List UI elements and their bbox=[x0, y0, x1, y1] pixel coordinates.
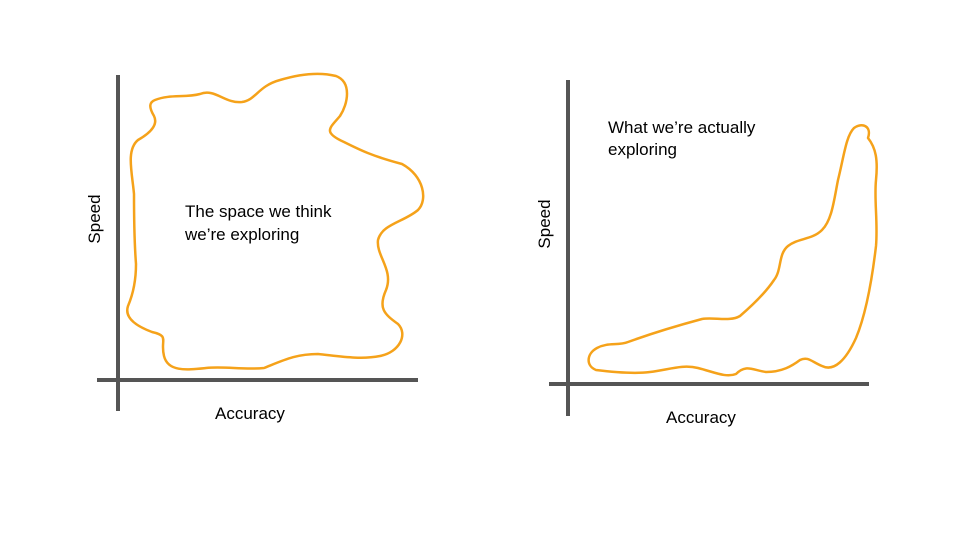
left-perceived-region-outline bbox=[125, 72, 425, 371]
left-y-axis-label: Speed bbox=[85, 194, 104, 244]
right-region-label-line2: exploring bbox=[608, 140, 677, 159]
right-x-axis-label: Accuracy bbox=[666, 408, 736, 427]
left-region-label-line2: we’re exploring bbox=[185, 225, 300, 244]
right-y-axis-label: Speed bbox=[535, 199, 554, 249]
left-x-axis-label: Accuracy bbox=[215, 404, 285, 423]
right-region-label-line1: What we’re actually bbox=[608, 118, 756, 137]
left-region-label-line1: The space we think bbox=[185, 202, 332, 221]
right-actual-region-outline bbox=[587, 124, 878, 377]
